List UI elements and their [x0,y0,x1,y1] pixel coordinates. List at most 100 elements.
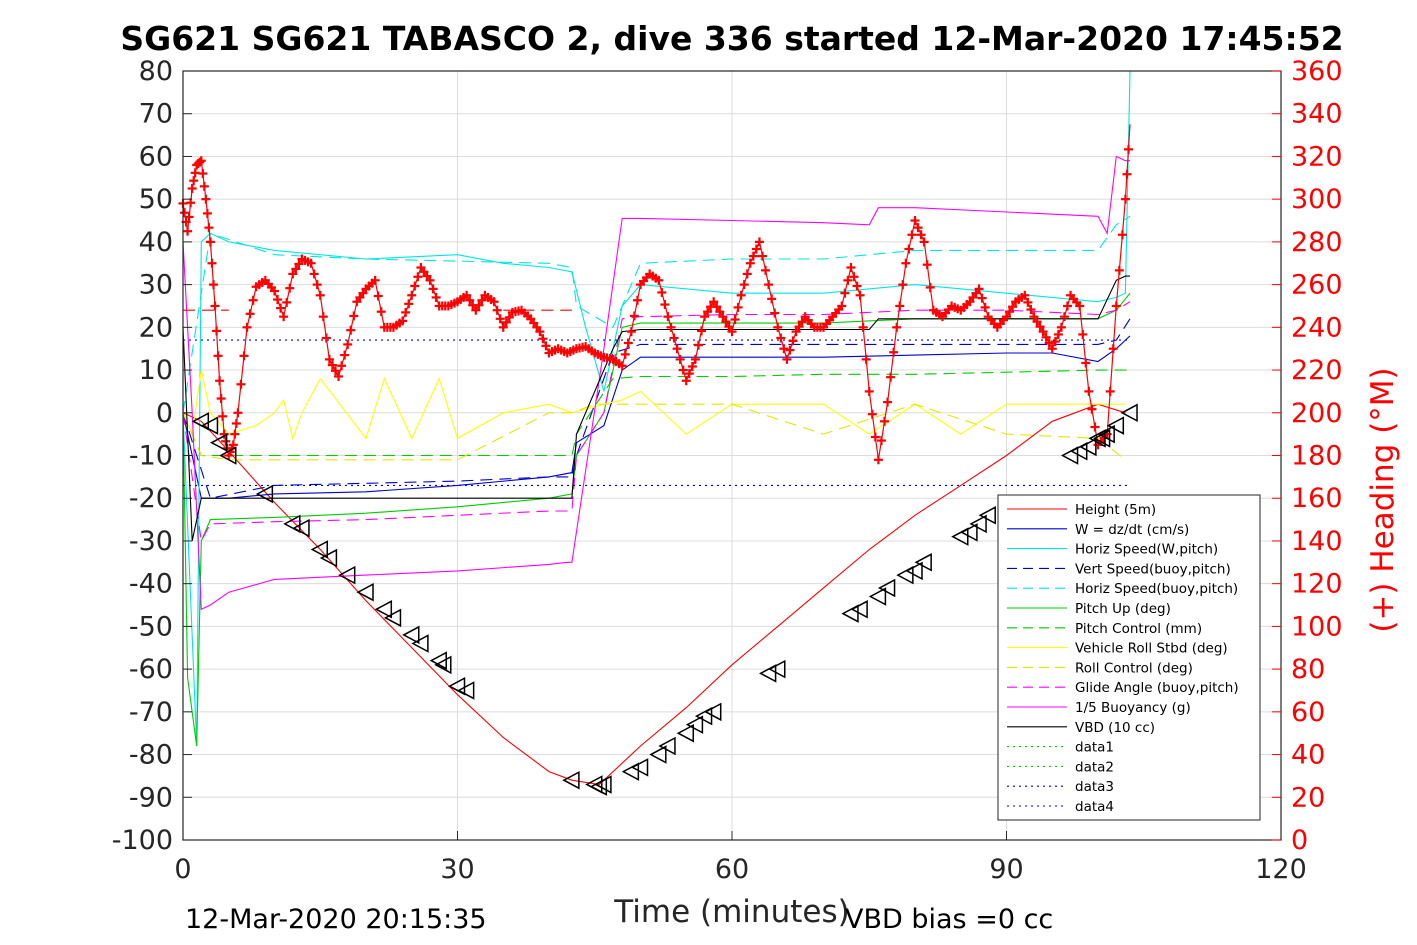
series-line-9 [182,301,1131,543]
heading-marker [910,216,920,226]
heading-marker [693,340,703,350]
series-line-7 [182,369,1126,441]
heading-marker [721,317,731,327]
heading-marker [376,307,386,317]
legend-label: data2 [1075,759,1114,775]
heading-marker [373,291,383,301]
right-tick-label: 220 [1291,355,1343,386]
heading-marker [207,258,217,268]
heading-marker [895,301,905,311]
heading-marker [657,287,667,297]
heading-marker [1008,302,1018,312]
x-axis-label: Time (minutes) [613,894,849,930]
heading-marker [1050,337,1060,347]
legend-label: Pitch Control (mm) [1075,621,1202,637]
heading-marker [231,418,241,428]
heading-marker [687,361,697,371]
vbd-marker [1079,437,1097,457]
heading-marker [331,366,340,376]
heading-marker [922,260,932,270]
heading-marker [675,354,685,364]
heading-marker [733,302,743,312]
vbd-marker [1097,424,1115,444]
vbd-marker [694,706,713,726]
y-tick-label: 20 [139,312,173,343]
vbd-marker [411,634,429,653]
heading-marker [1114,265,1124,275]
heading-marker [858,322,868,332]
heading-marker [861,354,871,364]
heading-marker [428,284,438,294]
heading-marker [977,293,987,303]
heading-marker [221,436,231,446]
heading-marker [404,299,414,309]
vbd-marker [868,587,887,606]
legend-label: W = dz/dt (cm/s) [1075,522,1189,538]
vbd-marker [649,745,667,764]
heading-marker [754,237,764,247]
heading-marker [745,258,755,268]
heading-marker [201,194,211,204]
heading-marker [1087,404,1097,414]
heading-marker [852,281,862,291]
y-tick-label: 10 [139,355,173,386]
right-tick-label: 200 [1291,398,1343,429]
vbd-marker [429,651,447,670]
heading-marker [703,307,713,317]
right-tick-label: 260 [1291,270,1343,301]
footer-vbd-bias: VBD bias =0 cc [845,904,1053,935]
series-line-8 [182,403,1126,461]
vbd-marker [283,514,301,534]
heading-marker [1041,332,1051,342]
heading-marker [189,176,199,186]
heading-marker [334,371,344,381]
right-axis-ticks: 3603403203002802602402202001801601401201… [1272,56,1343,856]
heading-marker [742,269,752,279]
heading-marker [236,379,246,389]
vbd-marker [356,582,374,602]
legend-label: Horiz Speed(W,pitch) [1075,542,1218,558]
heading-marker [228,440,238,450]
heading-marker [1122,169,1132,179]
series-lines [182,70,1131,786]
y-tick-label: -100 [112,825,173,856]
legend-label: Horiz Speed(buoy,pitch) [1075,581,1238,597]
vbd-marker [914,553,932,572]
heading-marker [773,322,783,332]
right-tick-label: 280 [1291,227,1343,258]
heading-marker [1063,301,1072,311]
heading-marker [346,325,356,335]
heading-marker [1059,312,1069,322]
heading-marker [1005,307,1015,317]
heading-marker [471,305,481,315]
vbd-marker [338,565,356,585]
legend-label: data1 [1075,740,1114,756]
heading-marker [291,264,301,274]
vbd-marker [685,715,704,734]
heading-marker [739,280,749,290]
heading-marker [1020,290,1030,300]
heading-marker [535,327,545,337]
heading-marker [1120,194,1130,204]
heading-marker [617,361,627,371]
vbd-marker [1070,441,1088,461]
heading-marker [626,327,636,337]
heading-marker [690,354,700,364]
heading-marker [620,349,630,359]
right-tick-label: 320 [1291,141,1343,172]
series-line-0 [182,403,1126,786]
heading-marker [761,265,771,275]
vbd-marker [704,702,722,722]
vbd-marker [434,655,452,675]
heading-marker [724,322,734,332]
vbd-marker [402,625,420,645]
vbd-marker [562,770,580,790]
heading-marker [840,288,850,298]
heading-marker [782,354,792,364]
heading-marker [315,290,325,300]
heading-marker [709,297,719,307]
heading-marker [230,429,240,439]
heading-marker [282,297,292,307]
heading-marker [886,372,896,382]
heading-marker [1075,301,1085,311]
